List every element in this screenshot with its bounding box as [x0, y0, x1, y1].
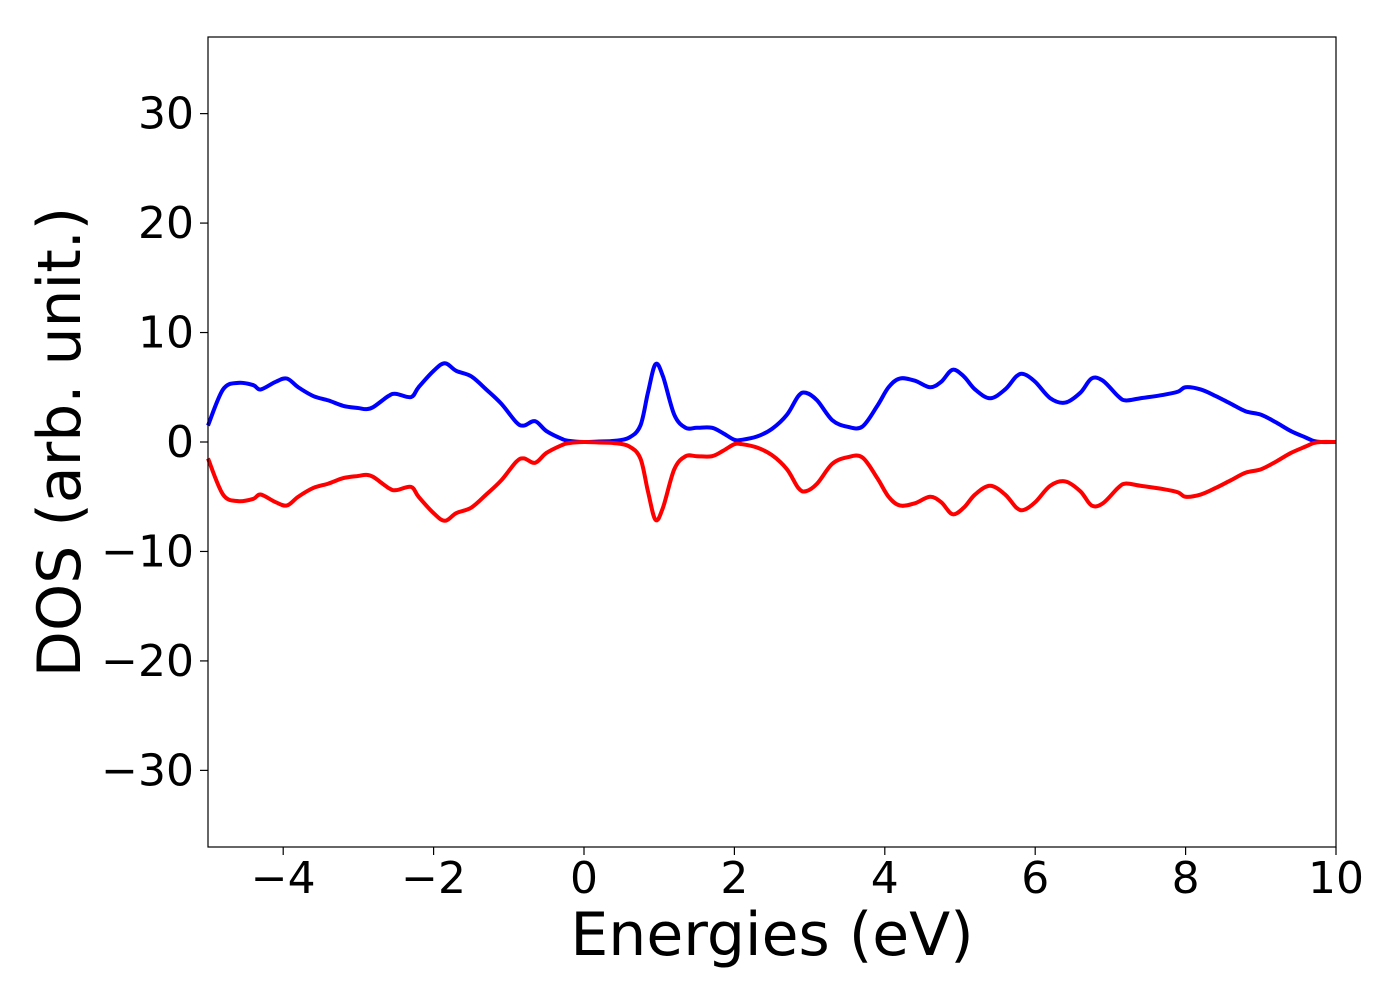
y-tick-label: 0: [166, 417, 194, 468]
series-line-0: [206, 361, 1337, 445]
y-tick-label: −30: [101, 745, 194, 796]
y-axis-label: DOS (arb. unit.): [25, 207, 95, 677]
series-line-1: [206, 439, 1337, 523]
x-tick-label: 0: [570, 853, 598, 904]
x-tick-label: 4: [871, 853, 899, 904]
y-tick-label: −20: [101, 636, 194, 687]
x-axis-label: Energies (eV): [570, 900, 973, 970]
y-tick-label: 30: [138, 89, 194, 140]
y-tick-label: −10: [101, 526, 194, 577]
x-tick-label: 2: [720, 853, 748, 904]
x-axis-ticks: −4 −2 0 2 4 6 8 10: [251, 847, 1364, 904]
y-axis-ticks: −30 −20 −10 0 10 20 30: [101, 89, 208, 796]
x-tick-label: −2: [401, 853, 466, 904]
y-tick-label: 10: [138, 308, 194, 359]
x-tick-label: 8: [1172, 853, 1200, 904]
series-layer: [206, 361, 1337, 523]
x-tick-label: 10: [1308, 853, 1364, 904]
x-tick-label: 6: [1021, 853, 1049, 904]
x-tick-label: −4: [251, 853, 316, 904]
plot-frame: [207, 36, 1337, 848]
y-tick-label: 20: [138, 198, 194, 249]
